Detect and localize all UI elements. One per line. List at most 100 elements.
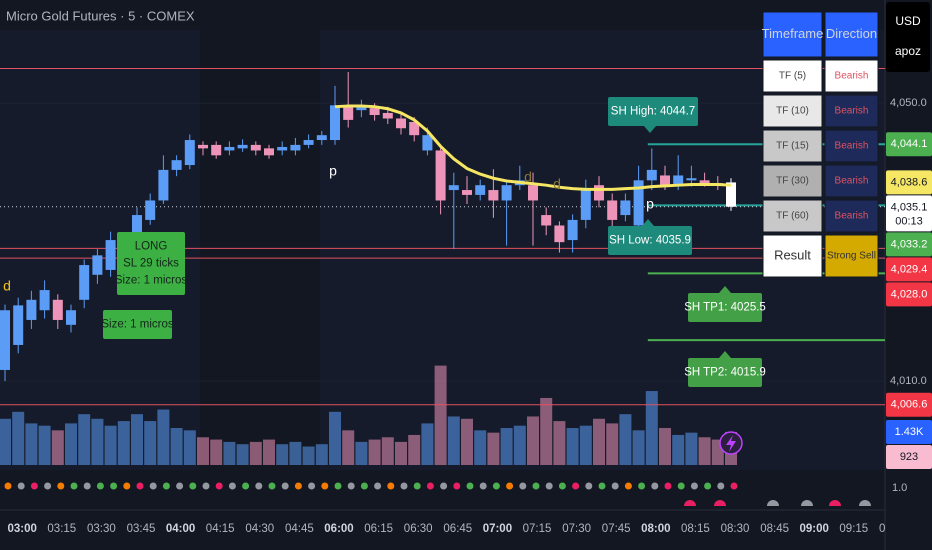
- table-cell: [824, 129, 879, 163]
- volume-bar: [368, 439, 381, 465]
- signal-dot: [730, 482, 738, 490]
- table-cell: [762, 199, 823, 233]
- annotation-text: SH Low: 4035.9: [609, 235, 691, 247]
- signal-dot: [532, 482, 540, 490]
- candle-body: [673, 175, 684, 186]
- candle-body: [356, 105, 367, 111]
- volume-bar: [289, 441, 302, 465]
- volume-bar: [12, 411, 25, 465]
- volume-bar: [117, 421, 130, 465]
- table-text: TF (5): [779, 71, 806, 82]
- signal-dot: [585, 482, 593, 490]
- candle-body: [316, 135, 327, 141]
- signal-dot: [453, 482, 461, 490]
- signal-dot: [83, 482, 91, 490]
- candle-body: [369, 108, 380, 116]
- signal-cap: [859, 500, 871, 506]
- signal-dot: [110, 482, 118, 490]
- volume-bar: [474, 430, 487, 465]
- candle-body: [39, 290, 50, 311]
- candle-body: [250, 144, 261, 151]
- candle-body: [264, 148, 274, 156]
- table-text: Direction: [826, 26, 877, 41]
- signal-dot: [677, 482, 685, 490]
- currency[interactable]: USD: [895, 14, 921, 28]
- signal-marker: p: [329, 163, 337, 179]
- candle-body: [396, 118, 406, 129]
- x-tick-label: 07:00: [483, 523, 512, 535]
- signal-dot: [4, 482, 12, 490]
- candle-body: [541, 215, 552, 226]
- annotation-pointer: [642, 219, 654, 226]
- signal-dot: [690, 482, 698, 490]
- annotation-pointer: [719, 351, 731, 358]
- price-badge: [886, 419, 932, 444]
- table-text: Timeframe: [762, 26, 824, 41]
- signal-dot: [334, 482, 342, 490]
- volume-bar: [461, 418, 473, 465]
- volume-bar: [527, 416, 539, 465]
- volume-bar: [685, 432, 698, 465]
- volume-bar: [395, 441, 407, 465]
- price-badge-label: 4,035.1: [891, 201, 928, 213]
- candle-body: [52, 299, 63, 320]
- candle-body: [26, 299, 37, 320]
- signal-cap: [714, 500, 726, 506]
- table-cell: [824, 199, 879, 233]
- annotation-box: [103, 310, 172, 339]
- annotation-box: [608, 97, 698, 126]
- table-cell: [762, 129, 823, 163]
- signal-dot: [70, 482, 78, 490]
- price-badge-label: 4,044.1: [891, 138, 928, 150]
- table-cell: [824, 11, 879, 58]
- price-badge: [886, 232, 932, 257]
- signal-dot: [162, 482, 170, 490]
- volume-bar: [104, 425, 117, 465]
- signal-dot: [479, 482, 487, 490]
- price-badge: [886, 170, 932, 195]
- table-text: TF (60): [776, 211, 809, 222]
- volume-bar: [606, 423, 619, 465]
- signal-dot: [321, 482, 329, 490]
- currency-box[interactable]: [886, 2, 930, 72]
- candle-body: [646, 169, 657, 181]
- x-tick-label: 08:45: [760, 523, 789, 535]
- candle-body: [343, 105, 354, 120]
- annotation-box: [608, 226, 692, 255]
- signal-cap: [801, 500, 813, 506]
- candle-body: [184, 140, 195, 166]
- signal-dot: [17, 482, 25, 490]
- signal-dot: [149, 482, 157, 490]
- volume-bar: [236, 444, 249, 465]
- table-cell: [824, 234, 879, 278]
- table-cell: [762, 11, 823, 58]
- candle-body: [580, 190, 591, 220]
- volume-bar: [619, 414, 632, 465]
- signal-dot: [598, 482, 606, 490]
- table-text: Bearish: [835, 141, 869, 152]
- x-tick-label: 07:45: [602, 523, 631, 535]
- signal-dot: [426, 482, 434, 490]
- y-tick-label: 4,010.0: [890, 375, 927, 387]
- candle-body: [699, 180, 710, 184]
- candle-body: [686, 178, 697, 181]
- x-tick-label: 06:15: [364, 523, 393, 535]
- account[interactable]: apoz: [895, 44, 921, 58]
- candle-body: [462, 190, 472, 195]
- price-badge-label: 4,028.0: [891, 288, 928, 300]
- volume-bar: [698, 437, 711, 465]
- table-cell: [762, 59, 823, 93]
- signal-dot: [308, 482, 316, 490]
- signal-cap: [767, 500, 779, 506]
- volume-bar: [381, 437, 394, 465]
- table-cell: [762, 164, 823, 198]
- annotation-box: [117, 232, 185, 295]
- signal-dot: [717, 482, 725, 490]
- signal-dot: [360, 482, 368, 490]
- signal-dot: [611, 482, 619, 490]
- signal-marker: d: [553, 176, 561, 192]
- table-text: TF (15): [776, 141, 809, 152]
- candle-body: [105, 240, 116, 270]
- annotation-text: SH TP1: 4025.5: [684, 302, 766, 314]
